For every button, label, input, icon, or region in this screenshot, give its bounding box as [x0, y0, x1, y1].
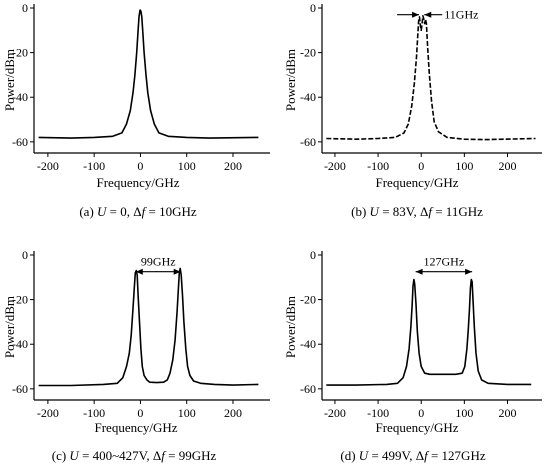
- arrowhead: [135, 268, 143, 275]
- x-tick-label: 0: [418, 159, 424, 173]
- y-tick-label: 0: [310, 248, 316, 262]
- panel-caption: (d) U = 499V, Δf = 127GHz: [340, 448, 485, 463]
- annotation-label: 11GHz: [444, 8, 478, 22]
- annotation-label: 99GHz: [141, 255, 176, 269]
- y-tick-label: -20: [300, 46, 316, 60]
- x-tick-label: -200: [37, 159, 59, 173]
- caption-part: U: [69, 448, 80, 463]
- x-axis-title: Frequency/GHz: [94, 420, 177, 435]
- x-tick-label: 100: [178, 159, 196, 173]
- chart-panel-c: 0 -20 -40 -60 -200 -100 0 100 200 Frequency/GHz Po…: [2, 248, 270, 463]
- y-axis-title: Power/dBm: [2, 296, 17, 358]
- chart-panel-a: 0 -20 -40 -60 -200 -100 0 100 200 Frequency/GHz Po…: [2, 1, 270, 219]
- caption-part: (d): [340, 448, 358, 463]
- arrowhead: [424, 11, 432, 18]
- y-tick-label: -60: [12, 382, 28, 396]
- x-axis-title: Frequency/GHz: [375, 420, 458, 435]
- x-axis-title: Frequency/GHz: [96, 175, 179, 190]
- x-tick-label: 200: [224, 159, 242, 173]
- y-tick-label: 0: [22, 1, 28, 15]
- caption-part: f: [142, 204, 148, 219]
- caption-part: U: [370, 204, 381, 219]
- x-tick-label: -100: [83, 159, 105, 173]
- caption-part: U: [97, 204, 108, 219]
- y-axis-title: Power/dBm: [2, 49, 17, 111]
- y-tick-label: -40: [12, 90, 28, 104]
- annotation: 11GHz: [397, 8, 478, 22]
- x-tick-label: 0: [137, 406, 143, 420]
- series-line: [326, 278, 532, 386]
- chart-panels: 0-20-40-60-200 -100 0 100 200Frequency/GHzPo…: [2, 1, 542, 463]
- annotation: 127GHz: [415, 255, 473, 275]
- arrowhead: [465, 268, 473, 275]
- panel-caption: (c) U = 400~427V, Δf = 99GHz: [52, 448, 217, 463]
- y-axis-title: Power/dBm: [283, 49, 298, 111]
- x-tick-label: 100: [178, 406, 196, 420]
- x-tick-label: 200: [498, 159, 516, 173]
- caption-part: = 10GHz: [145, 204, 197, 219]
- arrowhead: [415, 268, 423, 275]
- chart-panel-b: 0 -20 -40 -60 -200 -100 0 100 200 Frequency/GHz Po…: [283, 1, 542, 219]
- panel-caption: (b) U = 83V, Δf = 11GHz: [351, 204, 483, 219]
- y-tick-label: -60: [300, 382, 316, 396]
- y-tick-label: -40: [300, 337, 316, 351]
- caption-part: = 83V, Δ: [379, 204, 428, 219]
- x-tick-label: 0: [418, 406, 424, 420]
- y-tick-label: -60: [12, 135, 28, 149]
- x-tick-label: -100: [367, 159, 389, 173]
- x-tick-label: -200: [324, 159, 346, 173]
- arrowhead: [412, 11, 420, 18]
- series-line: [38, 267, 259, 387]
- y-tick-label: 0: [310, 1, 316, 15]
- y-tick-label: -20: [300, 293, 316, 307]
- caption-part: f: [428, 204, 434, 219]
- caption-part: (b): [351, 204, 369, 219]
- annotation-label: 127GHz: [424, 255, 465, 269]
- caption-part: (c): [52, 448, 70, 463]
- caption-part: f: [424, 448, 430, 463]
- caption-part: = 127GHz: [428, 448, 486, 463]
- y-tick-label: -20: [12, 46, 28, 60]
- caption-part: U: [359, 448, 370, 463]
- x-tick-label: -100: [367, 406, 389, 420]
- x-tick-label: 200: [498, 406, 516, 420]
- x-axis-title: Frequency/GHz: [375, 175, 458, 190]
- series-line: [326, 15, 536, 141]
- y-axis-title: Power/dBm: [283, 296, 298, 358]
- arrowhead: [173, 268, 181, 275]
- x-tick-label: 100: [455, 406, 473, 420]
- y-tick-label: -40: [300, 90, 316, 104]
- caption-part: = 400~427V, Δ: [79, 448, 161, 463]
- caption-part: f: [161, 448, 167, 463]
- chart-panel-d: 0 -20 -40 -60 -200 -100 0 100 200 Frequency/GHz Po…: [283, 248, 542, 463]
- panel-caption: (a) U = 0, Δf = 10GHz: [79, 204, 197, 219]
- caption-part: = 99GHz: [165, 448, 217, 463]
- x-tick-label: -200: [324, 406, 346, 420]
- series-line: [38, 9, 259, 139]
- x-tick-label: 200: [224, 406, 242, 420]
- x-tick-label: 0: [137, 159, 143, 173]
- caption-part: = 11GHz: [432, 204, 483, 219]
- caption-part: = 499V, Δ: [368, 448, 424, 463]
- y-tick-label: -20: [12, 293, 28, 307]
- y-tick-label: 0: [22, 248, 28, 262]
- caption-part: = 0, Δ: [106, 204, 141, 219]
- y-tick-label: -40: [12, 337, 28, 351]
- x-tick-label: -200: [37, 406, 59, 420]
- x-tick-label: 100: [455, 159, 473, 173]
- caption-part: (a): [79, 204, 97, 219]
- y-tick-label: -60: [300, 135, 316, 149]
- annotation: 99GHz: [135, 255, 181, 275]
- x-tick-label: -100: [83, 406, 105, 420]
